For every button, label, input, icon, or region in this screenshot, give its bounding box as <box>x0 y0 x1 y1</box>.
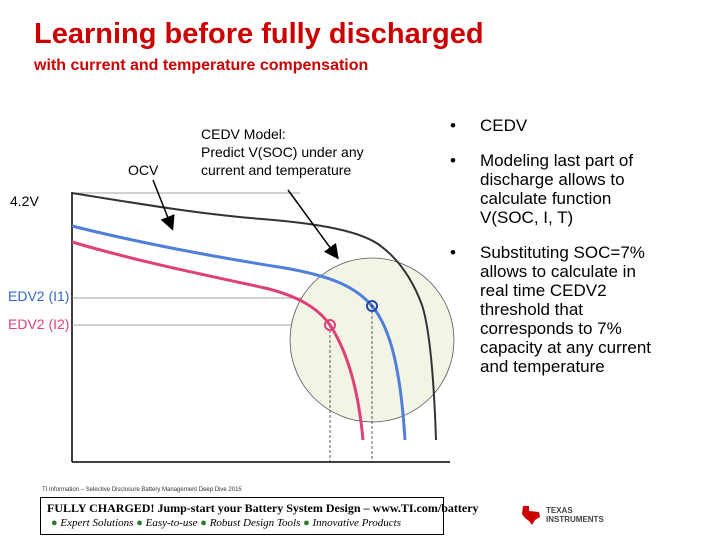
bullet-line: V(SOC, I, T) <box>480 208 574 227</box>
pink-discharge-curve <box>71 240 365 441</box>
bullet-symbol: • <box>450 151 456 170</box>
ocv-label: OCV <box>128 162 159 178</box>
texas-state-icon <box>522 506 540 525</box>
bullet-line: discharge allows to <box>480 170 625 189</box>
ocv-arrow <box>152 179 175 231</box>
model-label-line-3: current and temperature <box>201 162 352 178</box>
bullet-item-cedv: • CEDV <box>450 116 716 135</box>
footer-item: Easy-to-use <box>145 517 198 529</box>
footer-item: Robust Design Tools <box>209 517 301 529</box>
blue-discharge-curve <box>71 224 407 441</box>
logo-line-1: TEXAS <box>546 506 573 515</box>
footer-item: Innovative Products <box>312 517 401 529</box>
bullet-item-substituting: • Substituting SOC=7% allows to calculat… <box>450 243 716 376</box>
bullet-line: capacity at any current <box>480 338 652 357</box>
model-label-line-2: Predict V(SOC) under any <box>201 144 364 160</box>
footer-disclosure: TI Information – Selective Disclosure Ba… <box>42 487 242 493</box>
bullet-line: Modeling last part of <box>480 151 634 170</box>
voltage-label: 4.2V <box>10 193 39 209</box>
bullet-list: • CEDV • Modeling last part of discharge… <box>450 116 716 392</box>
footer-headline: FULLY CHARGED! Jump-start your Battery S… <box>47 501 479 515</box>
bullet-line: corresponds to 7% <box>480 319 622 338</box>
footer-banner: FULLY CHARGED! Jump-start your Battery S… <box>40 497 479 535</box>
edv2-marker <box>324 319 336 331</box>
bullet-symbol: • <box>450 116 456 135</box>
logo-line-2: INSTRUMENTS <box>546 515 604 524</box>
edv2-marker-dot <box>328 323 332 327</box>
green-bullet-icon: ● <box>200 517 207 529</box>
bullet-line: real time CEDV2 <box>480 281 607 300</box>
ti-logo: TEXAS INSTRUMENTS <box>520 504 604 526</box>
edv1-label: EDV2 (I1) <box>8 288 70 304</box>
model-arrow <box>287 189 339 260</box>
edv2-label: EDV2 (I2) <box>8 316 70 332</box>
bullet-line: CEDV <box>480 116 528 135</box>
green-bullet-icon: ● <box>51 517 58 529</box>
bullet-line: allows to calculate in <box>480 262 636 281</box>
green-bullet-icon: ● <box>303 517 310 529</box>
green-bullet-icon: ● <box>136 517 143 529</box>
bullet-line: threshold that <box>480 300 584 319</box>
bullet-line: and temperature <box>480 357 605 376</box>
bullet-line: Substituting SOC=7% <box>480 243 645 262</box>
bullet-line: calculate function <box>480 189 612 208</box>
bullet-item-modeling: • Modeling last part of discharge allows… <box>450 151 716 227</box>
ocv-curve <box>71 192 437 441</box>
model-label-line-1: CEDV Model: <box>201 126 286 142</box>
footer-item: Expert Solutions <box>60 517 134 529</box>
bullet-symbol: • <box>450 243 456 262</box>
edv1-marker-dot <box>370 304 374 308</box>
footer-tagline: ● Expert Solutions ● Easy-to-use ● Robus… <box>51 517 401 529</box>
edv1-marker <box>366 300 378 312</box>
slide-title: Learning before fully discharged <box>34 18 484 50</box>
slide-subtitle: with current and temperature compensatio… <box>34 57 369 74</box>
